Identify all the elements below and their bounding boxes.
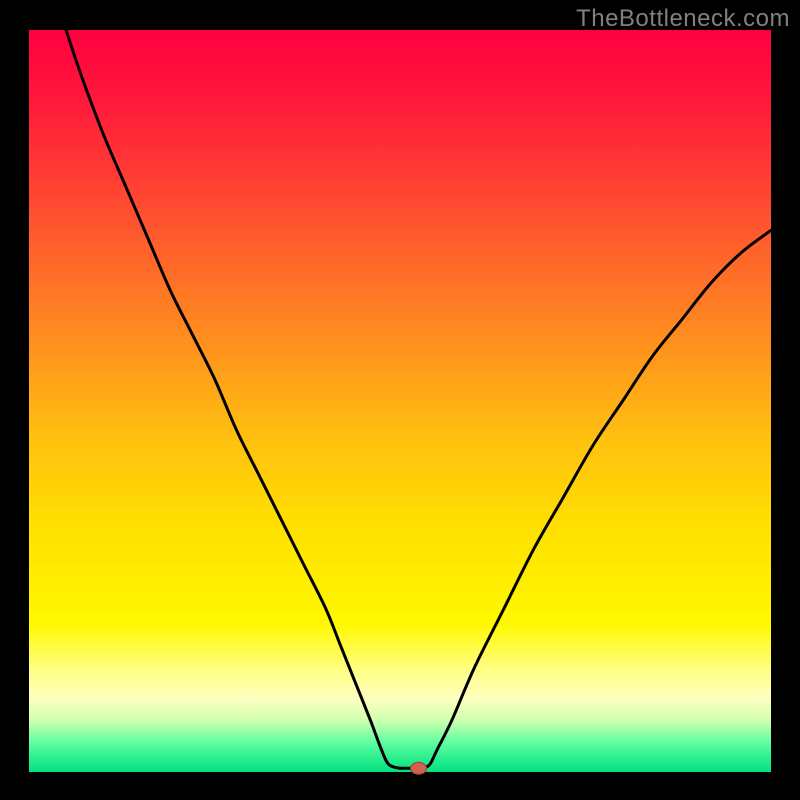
- watermark-text: TheBottleneck.com: [576, 5, 790, 33]
- chart-container: TheBottleneck.com: [0, 0, 800, 800]
- chart-svg: [0, 0, 800, 800]
- plot-background: [29, 30, 771, 772]
- min-marker: [411, 762, 427, 774]
- marker-group: [411, 762, 427, 774]
